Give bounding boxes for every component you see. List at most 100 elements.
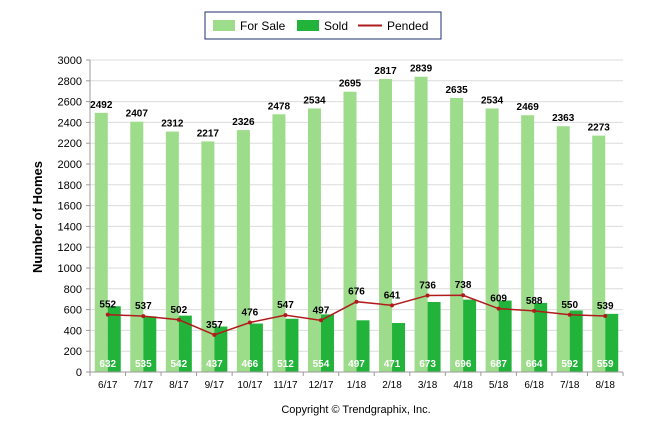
x-tick-label: 3/18 [418, 380, 438, 391]
for-sale-bar [556, 126, 570, 372]
for-sale-bar [307, 108, 321, 373]
for-sale-bar [343, 91, 357, 372]
sold-bar [285, 318, 299, 372]
sold-bar [249, 323, 263, 372]
pended-point [567, 312, 572, 317]
for-sale-bar [236, 130, 250, 372]
pended-value-label: 547 [277, 300, 294, 311]
y-tick-label-2800: 2800 [58, 76, 82, 88]
y-tick-label-1600: 1600 [58, 201, 82, 213]
for-sale-value-label: 2839 [410, 64, 433, 75]
pended-value-label: 357 [206, 320, 223, 331]
y-tick-label-2000: 2000 [58, 159, 82, 171]
x-tick-label: 7/18 [560, 380, 580, 391]
legend-label-for-sale: For Sale [240, 19, 286, 33]
pended-value-label: 550 [561, 300, 578, 311]
for-sale-value-label: 2407 [126, 109, 149, 120]
pended-value-label: 676 [348, 287, 365, 298]
pended-point [603, 313, 608, 318]
legend: For Sale Sold Pended [204, 11, 442, 40]
x-tick-label: 8/17 [169, 380, 189, 391]
y-tick-label-600: 600 [64, 305, 82, 317]
for-sale-bar [201, 141, 215, 372]
for-sale-value-label: 2534 [303, 95, 326, 106]
y-tick-label-800: 800 [64, 284, 82, 296]
sold-bar [498, 300, 512, 372]
copyright-text: Copyright © Trendgraphix, Inc. [281, 404, 430, 416]
y-tick-label-2200: 2200 [58, 138, 82, 150]
y-tick-label-200: 200 [64, 346, 82, 358]
pended-value-label: 609 [490, 294, 507, 305]
bars [94, 76, 619, 373]
legend-box [204, 11, 442, 40]
sold-value-label: 687 [490, 359, 507, 370]
sold-value-label: 592 [561, 359, 578, 370]
for-sale-bar [272, 114, 286, 373]
pended-point [141, 314, 146, 319]
sold-bar [392, 323, 406, 372]
legend-label-sold: Sold [324, 19, 348, 33]
y-tick-label-400: 400 [64, 325, 82, 337]
sold-bar [427, 302, 441, 372]
pended-point [425, 293, 430, 298]
for-sale-value-label: 2273 [588, 123, 611, 134]
y-axis-ticks: 0 200 400 600 800 1000 1200 1400 1600 1800 2000 220… [58, 55, 90, 379]
x-tick-label: 5/18 [489, 380, 509, 391]
sold-value-label: 673 [419, 359, 436, 370]
pended-value-label: 738 [455, 280, 472, 291]
y-tick-label-2600: 2600 [58, 97, 82, 109]
sold-bar [107, 306, 121, 372]
pended-point [212, 332, 217, 337]
pended-value-label: 641 [384, 290, 401, 301]
for-sale-value-label: 2817 [374, 66, 397, 77]
sold-bar [214, 326, 228, 372]
sold-bar [356, 320, 370, 372]
sold-value-label: 664 [526, 359, 543, 370]
x-axis-ticks: 6/17 7/17 8/17 9/17 10/17 11/17 12/17 1/18 2/18 3… [89, 372, 624, 391]
sold-value-label: 471 [384, 359, 401, 370]
for-sale-bar [592, 135, 606, 372]
sold-value-label: 535 [135, 359, 152, 370]
y-tick-label-2400: 2400 [58, 117, 82, 129]
for-sale-bar [130, 121, 144, 372]
sold-value-label: 497 [348, 359, 365, 370]
y-axis-title: Number of Homes [30, 161, 45, 273]
data-labels: 2492 632 2407 535 2312 542 2217 437 2326 466 2478 5… [90, 64, 614, 370]
sold-bar [569, 310, 583, 372]
sold-bar [143, 316, 157, 372]
x-tick-label: 6/17 [98, 380, 118, 391]
legend-swatch-for-sale [213, 20, 235, 31]
sold-bar [534, 302, 548, 372]
for-sale-value-label: 2492 [90, 100, 113, 111]
pended-value-label: 588 [526, 296, 543, 307]
for-sale-bar [165, 131, 179, 372]
x-tick-label: 12/17 [308, 380, 333, 391]
y-tick-label-1400: 1400 [58, 221, 82, 233]
legend-label-pended: Pended [387, 19, 428, 33]
for-sale-value-label: 2478 [268, 101, 291, 112]
pended-point [354, 299, 359, 304]
x-tick-label: 2/18 [382, 380, 402, 391]
x-tick-label: 6/18 [524, 380, 544, 391]
x-tick-label: 7/17 [134, 380, 154, 391]
sold-value-label: 554 [313, 359, 330, 370]
pended-value-label: 476 [242, 307, 259, 318]
sold-value-label: 542 [170, 359, 187, 370]
x-tick-label: 9/17 [205, 380, 225, 391]
for-sale-value-label: 2635 [445, 85, 468, 96]
sold-value-label: 696 [455, 359, 472, 370]
pended-value-label: 497 [313, 305, 330, 316]
for-sale-value-label: 2695 [339, 79, 362, 90]
for-sale-bar [94, 112, 108, 372]
pended-value-label: 736 [419, 280, 436, 291]
x-tick-label: 8/18 [595, 380, 615, 391]
y-tick-label-0: 0 [76, 367, 82, 379]
x-tick-label: 10/17 [237, 380, 262, 391]
x-tick-label: 1/18 [347, 380, 367, 391]
y-tick-label-1000: 1000 [58, 263, 82, 275]
sold-bar [605, 313, 619, 372]
y-tick-label-1200: 1200 [58, 242, 82, 254]
pended-point [532, 308, 537, 313]
pended-value-label: 552 [99, 300, 116, 311]
